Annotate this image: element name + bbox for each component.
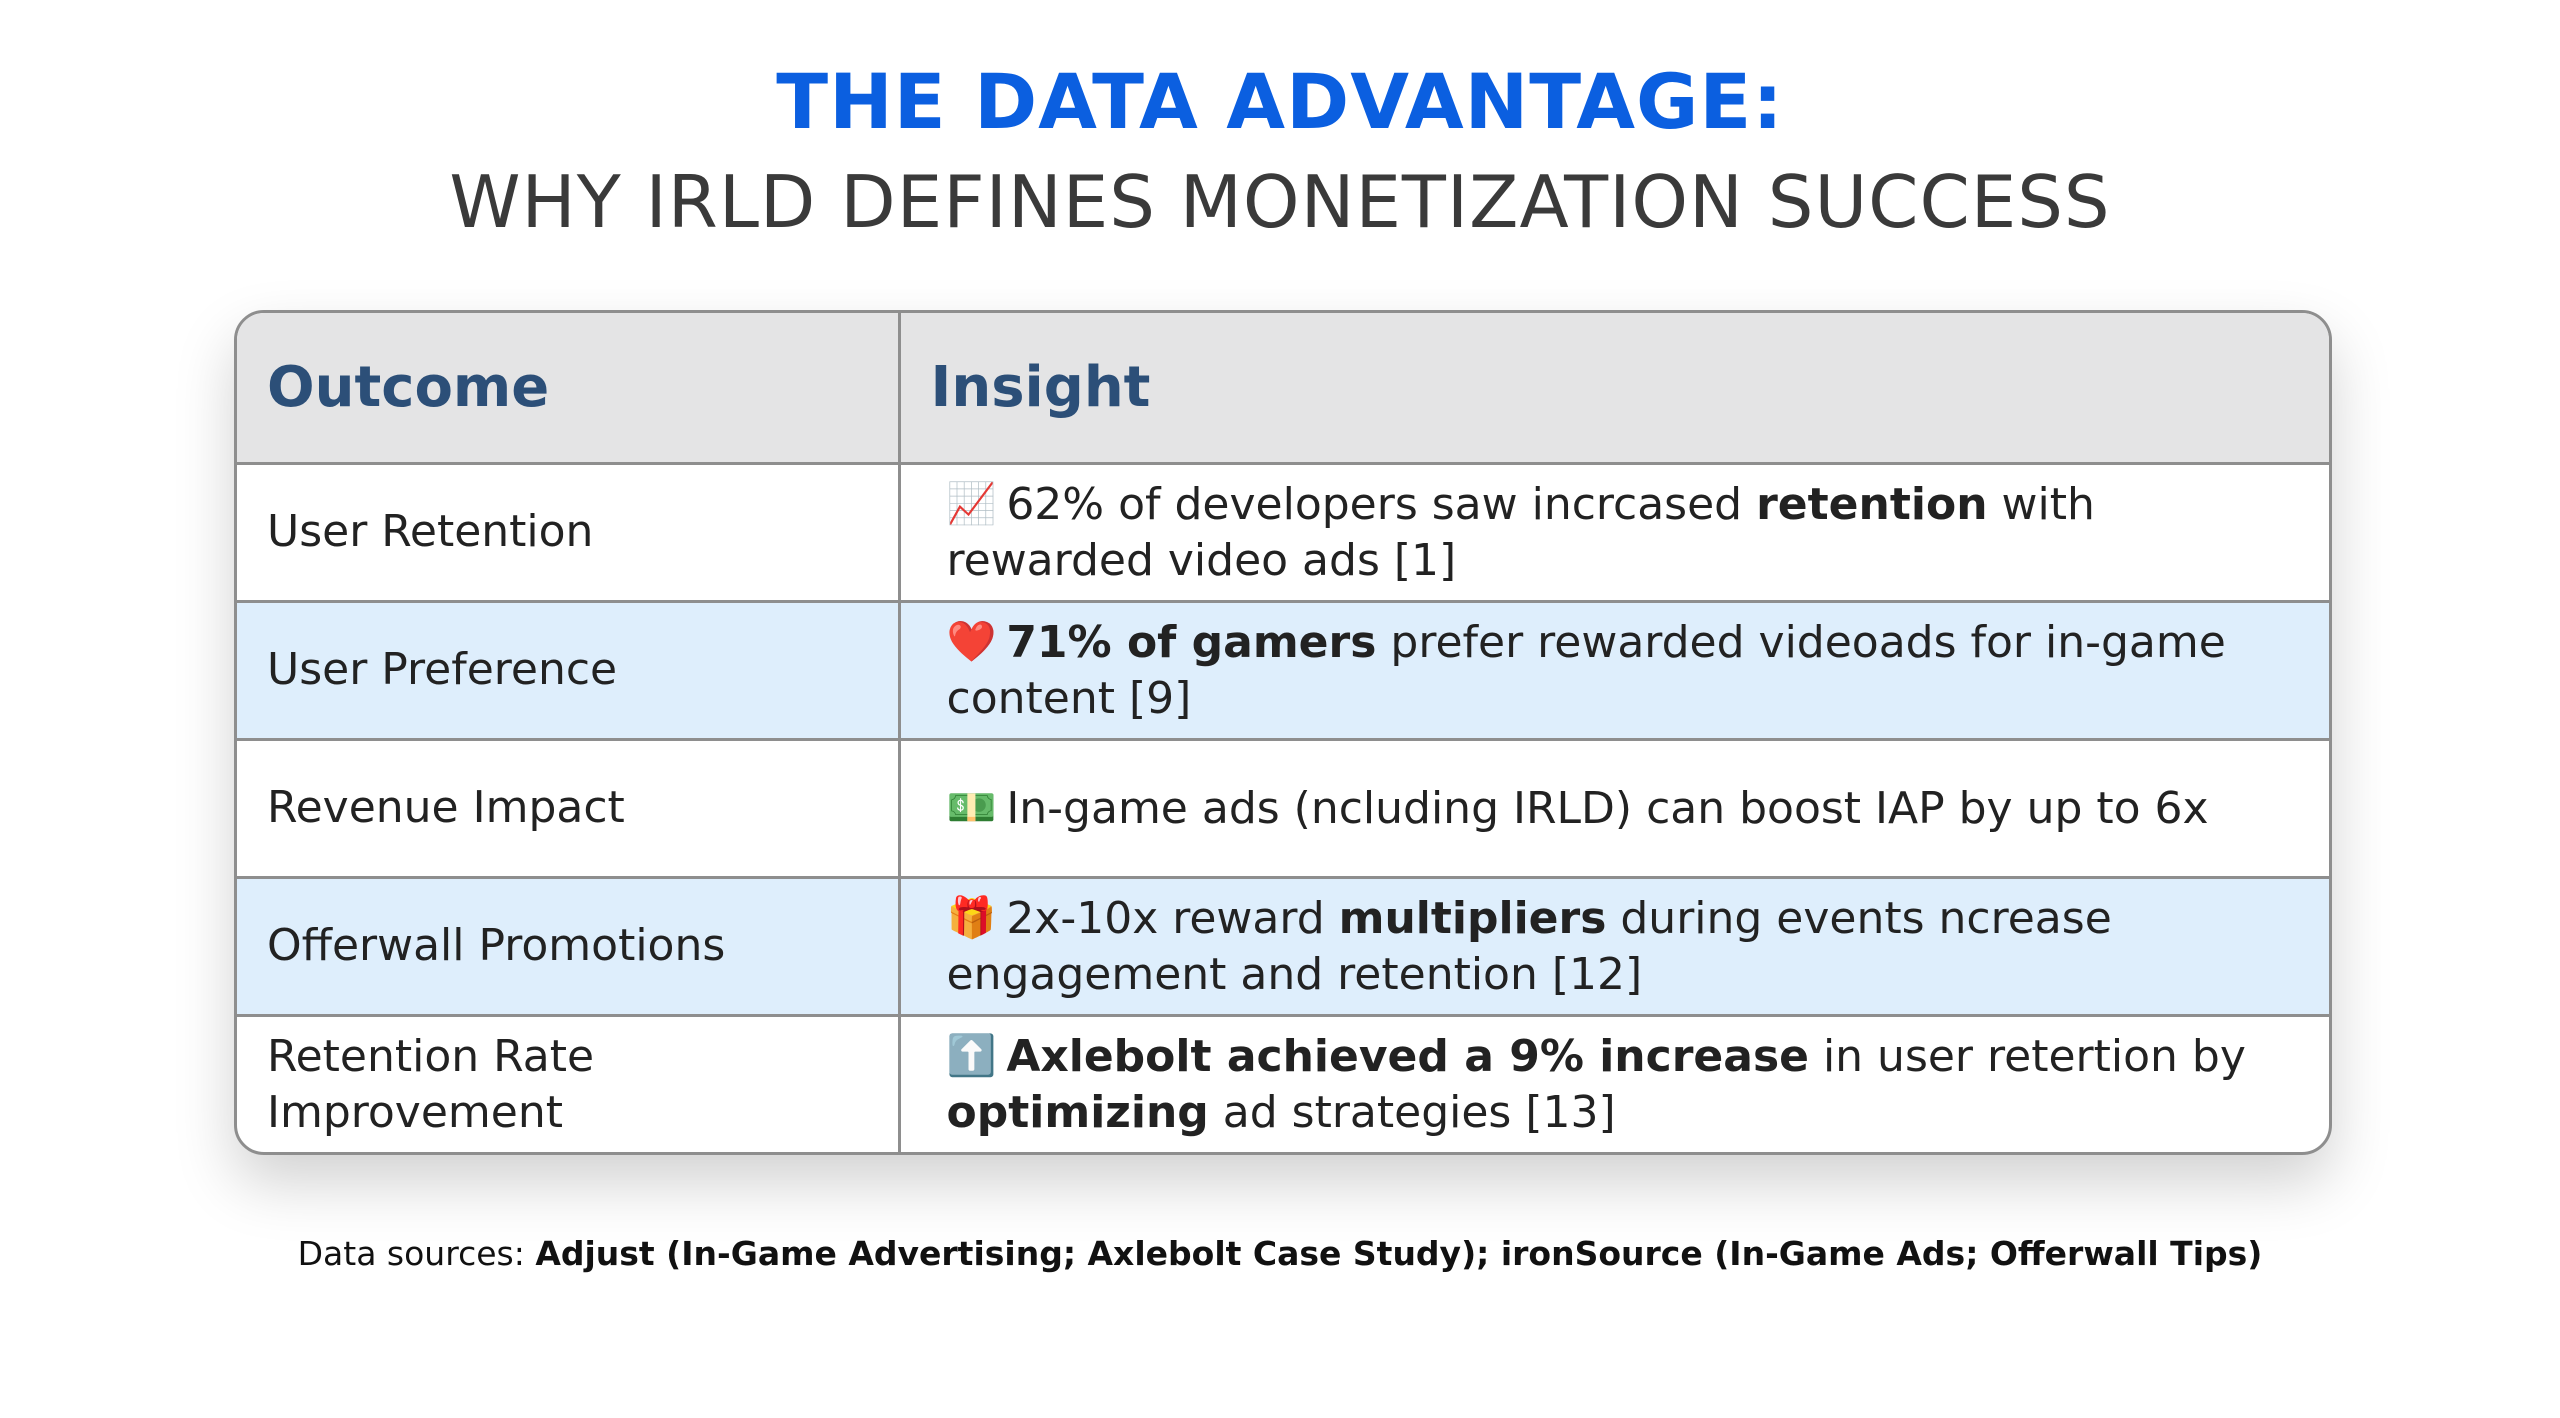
outcome-cell: User Retention <box>237 463 901 603</box>
up-arrow-icon: ⬆️ <box>946 1033 997 1080</box>
outcome-insight-table: Outcome Insight User Retention 📈 62% of de… <box>237 313 2329 1152</box>
insight-emphasis: retention <box>1756 478 1988 530</box>
data-sources-list: Adjust (In-Game Advertising; Axlebolt Ca… <box>535 1234 2263 1273</box>
table-header-row: Outcome Insight <box>237 313 2329 465</box>
insight-cell: 🎁 2x-10x reward multipliers during events… <box>899 877 2329 1017</box>
insight-text: with rewarded video ads [1] <box>946 478 2095 586</box>
insight-emphasis: optimizing <box>946 1087 1209 1139</box>
data-sources-label: Data sources: <box>297 1234 536 1273</box>
page-title: THE DATA ADVANTAGE: <box>776 57 1784 146</box>
insight-cell: 💵 In-game ads (ncluding IRLD) can boost I… <box>899 739 2329 879</box>
insight-emphasis: 71% of gamers <box>1006 616 1377 668</box>
table-row: User Retention 📈 62% of developers saw inc… <box>237 463 2329 603</box>
insight-text: 62% of developers saw incrcased <box>1006 478 1757 530</box>
insight-column-header: Insight <box>899 313 2329 465</box>
insight-text: 2x-10x reward <box>1006 892 1339 944</box>
insight-emphasis: Axlebolt achieved a 9% increase <box>1006 1031 1809 1083</box>
insight-cell: ❤️ 71% of gamers prefer rewarded videoads… <box>899 601 2329 741</box>
data-table-card: Outcome Insight User Retention 📈 62% of de… <box>234 310 2332 1155</box>
table-row: Revenue Impact 💵 In-game ads (ncluding IRL… <box>237 739 2329 879</box>
insight-text: prefer rewarded videoads for in-game con… <box>946 616 2226 724</box>
insight-emphasis: multipliers <box>1338 892 1607 944</box>
outcome-column-header: Outcome <box>237 313 901 465</box>
insight-cell: 📈 62% of developers saw incrcased retenti… <box>899 463 2329 603</box>
dollar-banknote-icon: 💵 <box>946 784 997 831</box>
gift-icon: 🎁 <box>946 894 997 941</box>
outcome-cell: User Preference <box>237 601 901 741</box>
table-row: User Preference ❤️ 71% of gamers prefer re… <box>237 601 2329 741</box>
outcome-cell: Revenue Impact <box>237 739 901 879</box>
insight-text: In-game ads (ncluding IRLD) can boost IA… <box>1006 782 2209 834</box>
table-row: Retention Rate Improvement ⬆️ Axlebolt ach… <box>237 1015 2329 1152</box>
insight-text: in user retertion by <box>1808 1031 2246 1083</box>
outcome-cell: Offerwall Promotions <box>237 877 901 1017</box>
table-body: User Retention 📈 62% of developers saw inc… <box>237 463 2329 1152</box>
chart-increasing-icon: 📈 <box>946 480 997 527</box>
heart-icon: ❤️ <box>946 618 997 665</box>
data-sources-footer: Data sources: Adjust (In-Game Advertisin… <box>0 1234 2560 1273</box>
title-block: THE DATA ADVANTAGE: WHY IRLD DEFINES MON… <box>0 52 2560 252</box>
insight-cell: ⬆️ Axlebolt achieved a 9% increase in use… <box>899 1015 2329 1152</box>
page-subtitle: WHY IRLD DEFINES MONETIZATION SUCCESS <box>449 160 2111 244</box>
insight-text: ad strategies [13] <box>1208 1087 1616 1139</box>
insight-text: during events ncrease engagement and ret… <box>946 892 2112 1000</box>
outcome-cell: Retention Rate Improvement <box>237 1015 901 1152</box>
table-row: Offerwall Promotions 🎁 2x-10x reward multi… <box>237 877 2329 1017</box>
